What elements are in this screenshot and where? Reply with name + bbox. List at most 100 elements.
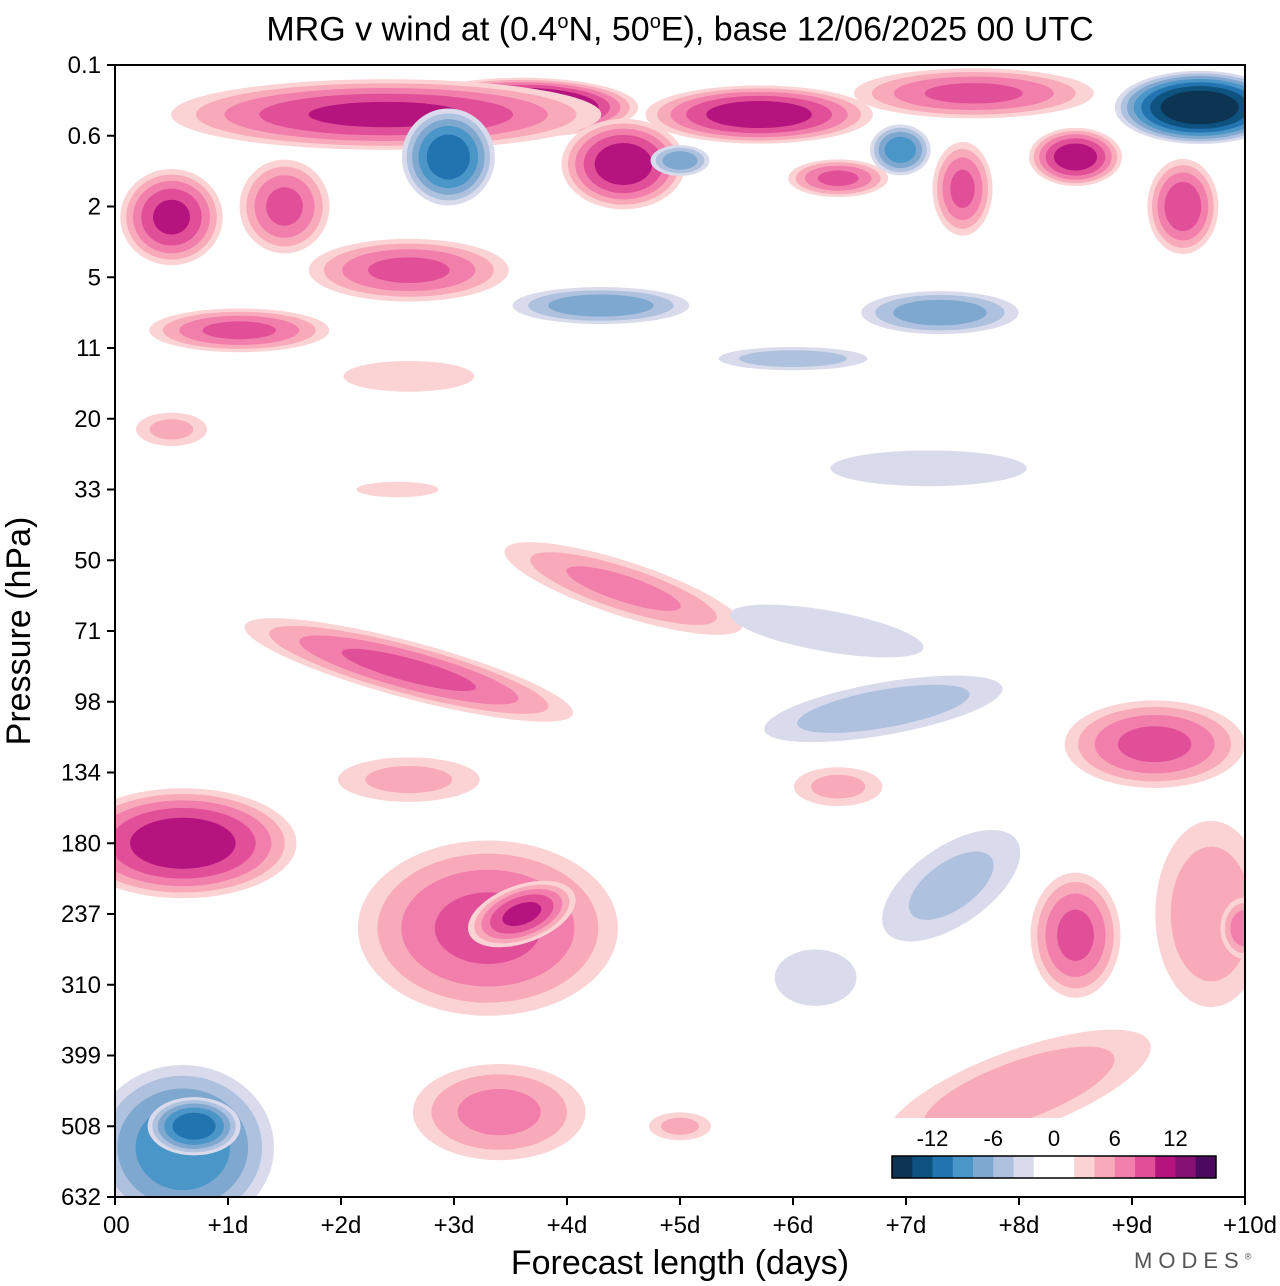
- y-tick-label: 237: [61, 901, 101, 928]
- title-part-3: E), base 12/06/2025 00 UTC: [660, 10, 1094, 49]
- y-tick-label: 0.6: [68, 123, 101, 150]
- contour-level: [811, 774, 866, 799]
- contour-level: [774, 949, 857, 1006]
- contour-level: [817, 170, 859, 186]
- title-part-1: MRG v wind at (0.4: [266, 10, 558, 49]
- registered-mark: ®: [1244, 1251, 1252, 1262]
- contour-region-28: [764, 675, 1003, 743]
- colorbar-swatch: [1175, 1156, 1197, 1178]
- y-tick-label: 98: [74, 689, 101, 716]
- y-tick-label: 0.1: [68, 52, 101, 79]
- contour-region-24: [356, 481, 439, 498]
- contour-region-6: [1114, 70, 1245, 145]
- contour-region-31: [337, 757, 480, 802]
- colorbar-swatch: [952, 1156, 974, 1178]
- colorbar-label: -6: [983, 1126, 1003, 1151]
- contour-level: [153, 199, 190, 235]
- contour-region-21: [830, 450, 1027, 487]
- y-tick-label: 134: [61, 760, 101, 787]
- colorbar-swatch: [1195, 1156, 1217, 1178]
- y-tick-label: 180: [61, 830, 101, 857]
- colorbar-outline: [891, 1155, 1217, 1179]
- contour-region-45: [649, 1112, 711, 1141]
- colorbar-swatch: [1054, 1156, 1075, 1178]
- contour-region-19: [149, 308, 330, 353]
- contour-region-18: [861, 291, 1019, 335]
- colorbar-label: 0: [1048, 1126, 1060, 1151]
- contour-level: [884, 136, 917, 163]
- y-axis-title: Pressure (hPa): [0, 517, 38, 746]
- y-tick-label: 20: [74, 406, 101, 433]
- x-tick-label: +4d: [547, 1212, 588, 1239]
- contour-level: [594, 143, 653, 186]
- contour-level: [1117, 726, 1192, 763]
- contour-level: [426, 134, 470, 180]
- y-tick-label: 508: [61, 1113, 101, 1140]
- contour-region-9: [239, 159, 330, 254]
- contour-region-17: [512, 287, 690, 325]
- contour-level: [893, 299, 987, 326]
- colorbar-swatch: [1033, 1156, 1055, 1178]
- colorbar-swatch: [1094, 1156, 1116, 1178]
- x-tick-label: +5d: [660, 1212, 701, 1239]
- contour-level: [1053, 143, 1098, 171]
- contour-level: [797, 684, 970, 733]
- contour-region-2: [171, 79, 602, 150]
- contour-level: [343, 360, 475, 392]
- contour-field: [115, 68, 1245, 1197]
- contour-level: [365, 765, 453, 794]
- contour-level: [130, 817, 236, 869]
- contour-region-7: [401, 108, 495, 206]
- y-tick-label: 632: [61, 1184, 101, 1211]
- contour-level: [662, 151, 698, 170]
- contour-level: [202, 321, 276, 340]
- contour-region-13: [869, 124, 931, 176]
- title-part-2: N, 50: [568, 10, 650, 49]
- y-tick-label: 2: [88, 194, 101, 221]
- contour-region-22: [343, 360, 475, 392]
- x-tick-label: 00: [103, 1212, 130, 1239]
- colorbar-swatch: [993, 1156, 1014, 1178]
- contour-level: [1230, 909, 1245, 947]
- contour-region-27: [730, 604, 924, 658]
- contour-level: [566, 566, 681, 611]
- contour-level: [950, 169, 975, 209]
- y-tick-label: 310: [61, 972, 101, 999]
- x-axis-title: Forecast length (days): [511, 1244, 849, 1282]
- y-tick-label: 5: [88, 264, 101, 291]
- contour-level: [457, 1089, 541, 1136]
- contour-region-10: [308, 238, 509, 302]
- contour-region-35: [793, 767, 883, 807]
- contour-level: [1057, 909, 1094, 961]
- colorbar-label: -12: [917, 1126, 949, 1151]
- colorbar-legend: -12 -6 0 6 12: [864, 1118, 1244, 1194]
- x-tick-label: +3d: [434, 1212, 475, 1239]
- contour-region-23: [136, 412, 207, 447]
- contour-level: [356, 481, 439, 498]
- colorbar-swatch: [1135, 1156, 1156, 1178]
- colorbar-label: 12: [1163, 1126, 1187, 1151]
- colorbar-label: 6: [1109, 1126, 1121, 1151]
- y-tick-label: 50: [74, 547, 101, 574]
- contour-level: [172, 1112, 216, 1140]
- contour-level: [341, 648, 476, 692]
- contour-region-25: [504, 542, 743, 635]
- degree-symbol-2: o: [649, 11, 661, 33]
- modes-logo: MODES®: [1134, 1248, 1251, 1274]
- contour-region-8: [120, 169, 223, 266]
- contour-level: [924, 83, 1023, 104]
- contour-region-41: [1220, 897, 1245, 959]
- contour-level: [739, 350, 847, 368]
- colorbar-swatch: [1074, 1156, 1095, 1178]
- colorbar-swatch: [1013, 1156, 1035, 1178]
- contour-level: [923, 1046, 1115, 1136]
- y-tick-label: 71: [74, 618, 101, 645]
- x-tick-label: +6d: [773, 1212, 814, 1239]
- logo-text: MODES: [1134, 1248, 1245, 1273]
- y-axis: 0.1 0.6 2 5 11 20 33 50 71 98 134 180 237 310 399 508 63…: [61, 52, 115, 1211]
- contour-region-43: [147, 1097, 241, 1156]
- x-tick-label: +8d: [999, 1212, 1040, 1239]
- contour-region-37: [774, 949, 857, 1006]
- contour-region-26: [244, 618, 574, 722]
- contour-level: [661, 1117, 699, 1135]
